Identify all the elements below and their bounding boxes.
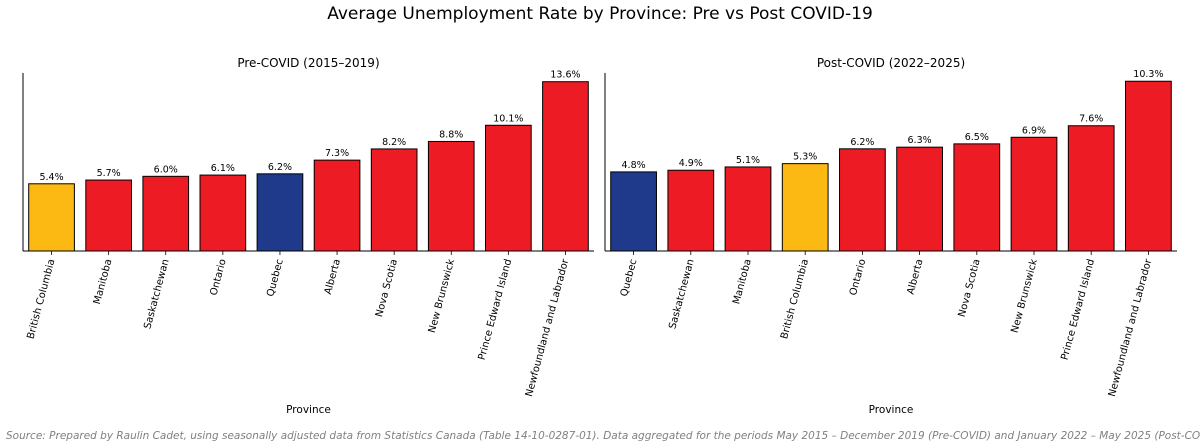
x-tick-label: Saskatchewan: [667, 258, 696, 330]
bar: [953, 143, 1001, 252]
bar: [1010, 136, 1058, 252]
data-label: 13.6%: [550, 70, 580, 81]
x-tick-label: Alberta: [323, 258, 343, 296]
data-label: 4.9%: [679, 158, 703, 169]
data-label: 6.2%: [268, 162, 292, 173]
x-tick-label: British Columbia: [25, 258, 57, 340]
bar: [313, 159, 361, 252]
data-label: 7.6%: [1079, 114, 1103, 125]
bar: [781, 163, 829, 252]
x-tick-label: Newfoundland and Labrador: [524, 257, 572, 398]
data-label: 5.3%: [793, 152, 817, 163]
x-axis-title: Province: [869, 404, 914, 416]
x-tick-label: New Brunswick: [1010, 258, 1040, 335]
bar: [839, 148, 886, 252]
bar: [427, 140, 475, 252]
figure-title: Average Unemployment Rate by Province: P…: [327, 4, 873, 24]
bar: [542, 81, 589, 252]
data-label: 6.1%: [211, 163, 235, 174]
x-tick-label: Nova Scotia: [374, 258, 400, 318]
data-label: 6.3%: [908, 135, 932, 146]
bar: [610, 171, 657, 252]
x-tick-label: Nova Scotia: [957, 258, 983, 318]
source-note: Source: Prepared by Raulin Cadet, using …: [6, 430, 1200, 442]
x-tick-label: British Columbia: [779, 258, 811, 340]
x-tick-label: Saskatchewan: [142, 258, 171, 330]
x-axis-title: Province: [286, 404, 331, 416]
x-tick-label: Newfoundland and Labrador: [1107, 257, 1155, 398]
x-tick-label: New Brunswick: [427, 258, 457, 335]
bar: [142, 175, 190, 252]
data-label: 5.7%: [97, 168, 121, 179]
x-tick-label: Ontario: [848, 258, 868, 297]
data-label: 6.2%: [850, 137, 874, 148]
bar: [256, 173, 304, 252]
data-label: 5.1%: [736, 155, 760, 166]
bar: [199, 174, 247, 252]
data-label: 6.9%: [1022, 125, 1046, 136]
bar: [896, 146, 943, 252]
bar: [370, 148, 418, 252]
data-label: 7.3%: [325, 148, 349, 159]
x-tick-label: Prince Edward Island: [477, 258, 515, 361]
data-label: 8.2%: [382, 137, 406, 148]
x-tick-label: Ontario: [208, 258, 228, 297]
x-tick-label: Manitoba: [731, 258, 754, 306]
chart-panel-1: Pre-COVID (2015–2019) 5.4% British Columbi…: [22, 56, 594, 416]
bar: [667, 169, 715, 252]
x-tick-label: Quebec: [265, 258, 286, 298]
x-tick-label: Alberta: [905, 258, 925, 296]
bar: [85, 179, 132, 252]
chart-panel-2: Post-COVID (2022–2025) 4.8% Quebec 4.9% Sask…: [604, 56, 1177, 416]
bar: [724, 166, 772, 252]
x-tick-label: Quebec: [619, 258, 640, 298]
data-label: 6.0%: [154, 164, 178, 175]
data-label: 10.3%: [1133, 69, 1163, 80]
bar: [485, 124, 532, 252]
data-label: 5.4%: [39, 172, 63, 183]
data-label: 6.5%: [965, 132, 989, 143]
data-label: 8.8%: [439, 129, 463, 140]
bar: [1125, 80, 1172, 252]
bar: [1067, 125, 1115, 252]
x-tick-label: Prince Edward Island: [1060, 258, 1098, 361]
data-label: 10.1%: [493, 113, 523, 124]
subplot-title: Pre-COVID (2015–2019): [237, 56, 379, 70]
data-label: 4.8%: [622, 160, 646, 171]
x-tick-label: Manitoba: [92, 258, 115, 306]
bar: [28, 183, 75, 252]
subplot-title: Post-COVID (2022–2025): [817, 56, 965, 70]
